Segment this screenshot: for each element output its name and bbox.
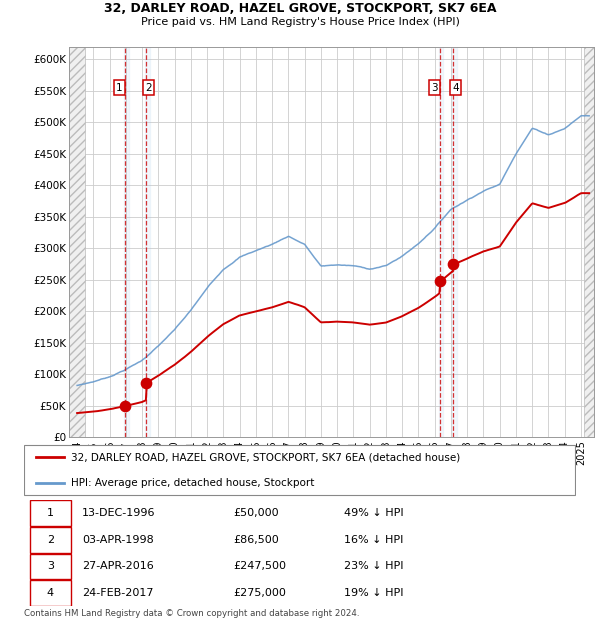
Text: 13-DEC-1996: 13-DEC-1996 [82, 508, 155, 518]
Text: £86,500: £86,500 [234, 534, 280, 545]
Text: 32, DARLEY ROAD, HAZEL GROVE, STOCKPORT, SK7 6EA: 32, DARLEY ROAD, HAZEL GROVE, STOCKPORT,… [104, 2, 496, 15]
Text: 2: 2 [47, 534, 54, 545]
Text: Contains HM Land Registry data © Crown copyright and database right 2024.
This d: Contains HM Land Registry data © Crown c… [24, 609, 359, 620]
Text: HPI: Average price, detached house, Stockport: HPI: Average price, detached house, Stoc… [71, 477, 314, 487]
FancyBboxPatch shape [29, 527, 71, 552]
Text: 2: 2 [145, 82, 151, 92]
Text: £50,000: £50,000 [234, 508, 280, 518]
FancyBboxPatch shape [24, 445, 575, 495]
Text: 32, DARLEY ROAD, HAZEL GROVE, STOCKPORT, SK7 6EA (detached house): 32, DARLEY ROAD, HAZEL GROVE, STOCKPORT,… [71, 453, 460, 463]
Text: 3: 3 [431, 82, 437, 92]
FancyBboxPatch shape [29, 500, 71, 526]
Text: £247,500: £247,500 [234, 561, 287, 572]
Text: 27-APR-2016: 27-APR-2016 [82, 561, 154, 572]
Text: 1: 1 [116, 82, 122, 92]
Point [449, 259, 458, 269]
Text: 16% ↓ HPI: 16% ↓ HPI [344, 534, 404, 545]
Text: 1: 1 [47, 508, 54, 518]
Text: 4: 4 [47, 588, 54, 598]
Bar [145, 46, 150, 437]
Text: £275,000: £275,000 [234, 588, 287, 598]
Point [120, 401, 130, 410]
Text: 3: 3 [47, 561, 54, 572]
Point [142, 378, 151, 388]
Text: 19% ↓ HPI: 19% ↓ HPI [344, 588, 404, 598]
Bar [439, 46, 443, 437]
Bar [452, 46, 457, 437]
Text: 23% ↓ HPI: 23% ↓ HPI [344, 561, 404, 572]
Text: 24-FEB-2017: 24-FEB-2017 [82, 588, 154, 598]
Text: 4: 4 [452, 82, 458, 92]
FancyBboxPatch shape [29, 580, 71, 606]
Point [435, 277, 445, 286]
Bar [124, 46, 128, 437]
FancyBboxPatch shape [29, 554, 71, 579]
Text: 49% ↓ HPI: 49% ↓ HPI [344, 508, 404, 518]
Text: 03-APR-1998: 03-APR-1998 [82, 534, 154, 545]
Text: Price paid vs. HM Land Registry's House Price Index (HPI): Price paid vs. HM Land Registry's House … [140, 17, 460, 27]
